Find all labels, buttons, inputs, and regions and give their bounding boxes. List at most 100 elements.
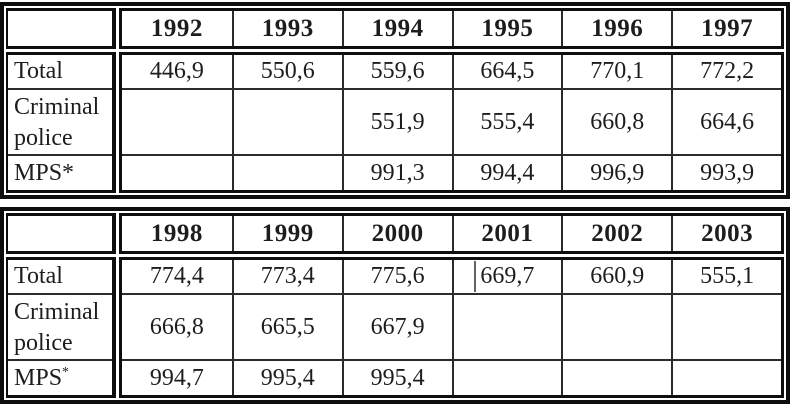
value-text: 664,5 [480,58,535,84]
row-label-cell: Criminal police [8,293,112,359]
year-header-cell: 1996 [561,11,671,46]
value-cell [451,359,562,395]
value-text: 664,6 [700,108,755,135]
year-header-cell: 1993 [231,11,342,46]
value-text: 660,9 [590,263,645,289]
value-cell [561,293,672,359]
value-cell: 559,6 [341,55,452,88]
value-cell: 551,9 [341,88,452,154]
row-label-cell: Criminal police [8,88,112,154]
value-text: 550,6 [260,58,315,84]
value-cell: 660,9 [561,260,671,293]
row-label-column: Total Criminal police MPS* [6,257,116,398]
value-text: 994,7 [149,364,204,391]
row-label-text: Criminal police [14,94,100,151]
value-text: 551,9 [370,108,425,135]
value-text: 667,9 [370,313,425,340]
value-cell: 773,4 [231,260,342,293]
value-text: 665,5 [260,313,315,340]
year-header-cell: 1998 [150,219,203,247]
value-text: 559,6 [370,58,425,84]
row-label-cell: Total [8,260,112,293]
value-text: 555,1 [700,263,755,289]
value-cell: 664,6 [671,88,781,154]
value-text: 991,3 [370,159,425,186]
scan-artifact-mark [473,261,476,292]
value-cell: 770,1 [561,55,671,88]
value-text: 660,8 [590,108,645,135]
value-text: 555,4 [480,108,535,135]
value-cell: 775,6 [341,260,452,293]
value-cell: 665,5 [231,293,342,359]
row-label-text: Total [14,263,63,289]
year-header-cell: 1995 [451,11,562,46]
value-text: 774,4 [149,263,204,289]
value-text: 773,4 [260,263,315,289]
row-label-text: Total [14,58,63,84]
value-text: 772,2 [700,58,755,84]
value-cell: 994,4 [451,154,562,190]
year-header-cell: 1992 [150,14,203,42]
row-label-column: Total Criminal police MPS* [6,52,116,193]
values-grid: 446,9 550,6 559,6 664,5 770,1 772,2 551,9 555,4… [119,52,784,193]
value-cell: 446,9 [122,55,232,88]
value-cell [231,88,342,154]
row-label-cell: MPS* [8,359,112,395]
value-text: 666,8 [149,313,204,340]
row-label-superscript: * [62,365,70,380]
value-cell: 669,7 [451,260,562,293]
value-text: 995,4 [370,364,425,391]
value-cell: 993,9 [671,154,781,190]
value-cell: 772,2 [671,55,781,88]
table-1998-2003: 1998 1999 2000 2001 2002 2003 Total Criminal po… [0,207,790,404]
value-text: 446,9 [149,58,204,84]
value-cell [671,293,781,359]
year-header-cell: 1997 [671,11,781,46]
value-cell: 555,4 [451,88,562,154]
value-cell: 555,1 [671,260,781,293]
value-cell: 994,7 [122,359,232,395]
table-1992-1997: 1992 1993 1994 1995 1996 1997 Total Criminal po… [0,2,790,199]
table-frame: 1998 1999 2000 2001 2002 2003 Total Criminal po… [0,207,790,404]
value-cell: 664,5 [451,55,562,88]
value-cell: 995,4 [341,359,452,395]
values-grid: 774,4 773,4 775,6 669,7 660,9 555,1 666,8 665,5… [119,257,784,398]
year-header-cell: 2003 [671,216,781,251]
value-text: 770,1 [590,58,645,84]
value-cell: 991,3 [341,154,452,190]
corner-cell [6,8,116,49]
year-header-cell: 2000 [341,216,452,251]
value-text: 996,9 [590,159,645,186]
value-cell: 550,6 [231,55,342,88]
value-text: 994,4 [480,159,535,186]
value-cell: 774,4 [122,260,232,293]
value-cell [231,154,342,190]
value-text: 669,7 [480,263,535,289]
value-cell [122,88,232,154]
value-cell [671,359,781,395]
year-header-cell: 1994 [341,11,452,46]
row-label-cell: Total [8,55,112,88]
value-text: 775,6 [370,263,425,289]
year-header-row: 1998 1999 2000 2001 2002 2003 [119,213,784,254]
value-text: 993,9 [700,159,755,186]
table-frame: 1992 1993 1994 1995 1996 1997 Total Criminal po… [0,2,790,199]
value-cell: 996,9 [561,154,672,190]
value-cell: 666,8 [122,293,232,359]
value-text: 995,4 [260,364,315,391]
year-header-cell: 2001 [451,216,562,251]
table-grid: 1992 1993 1994 1995 1996 1997 Total Criminal po… [6,8,784,193]
row-label-cell: MPS* [8,154,112,190]
row-label-text: Criminal police [14,299,100,356]
value-cell [122,154,232,190]
row-label-text: MPS [14,365,63,391]
value-cell [451,293,562,359]
year-header-row: 1992 1993 1994 1995 1996 1997 [119,8,784,49]
value-cell [561,359,672,395]
row-label-text: MPS* [14,160,75,186]
table-grid: 1998 1999 2000 2001 2002 2003 Total Criminal po… [6,213,784,398]
corner-cell [6,213,116,254]
value-cell: 660,8 [561,88,672,154]
value-cell: 995,4 [231,359,342,395]
